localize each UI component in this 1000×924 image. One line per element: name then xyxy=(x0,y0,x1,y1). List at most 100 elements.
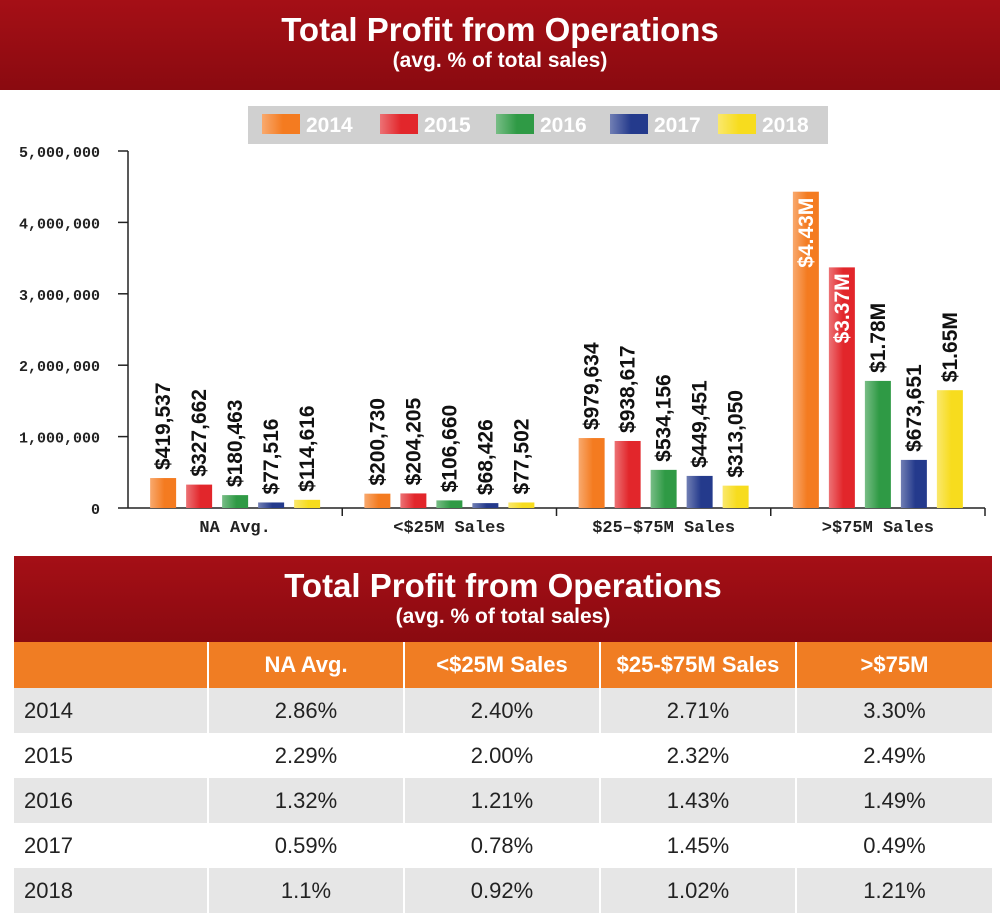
profit-table: Total Profit from Operations (avg. % of … xyxy=(14,556,992,918)
legend-swatch-2017 xyxy=(610,114,648,134)
legend-swatch-2016 xyxy=(496,114,534,134)
row-year: 2017 xyxy=(14,823,209,868)
data-label: $534,156 xyxy=(653,374,676,462)
data-label: $204,205 xyxy=(402,398,425,486)
legend-label-2016: 2016 xyxy=(540,114,587,137)
table-cell: 2.71% xyxy=(600,688,797,733)
x-tick-label: <$25M Sales xyxy=(393,519,505,538)
table-row: 2014 2.86% 2.40% 2.71% 3.30% xyxy=(14,688,992,733)
table-cell: 2.49% xyxy=(796,733,992,778)
col-header-na-avg: NA Avg. xyxy=(208,642,405,688)
row-year: 2018 xyxy=(14,868,209,913)
chart-header: Total Profit from Operations (avg. % of … xyxy=(0,0,1000,90)
table-cell: 0.78% xyxy=(404,823,601,868)
table-cell: 0.49% xyxy=(796,823,992,868)
bar-2017 xyxy=(900,459,927,508)
data-label: $1.78M xyxy=(867,303,890,373)
legend-label-2017: 2017 xyxy=(654,114,701,137)
table-cell: 2.40% xyxy=(404,688,601,733)
data-label: $419,537 xyxy=(152,382,175,470)
row-year: 2014 xyxy=(14,688,209,733)
data-label: $106,660 xyxy=(438,405,461,493)
data-label: $77,502 xyxy=(510,419,533,495)
legend-label-2018: 2018 xyxy=(762,114,809,137)
chart-subtitle: (avg. % of total sales) xyxy=(392,49,608,72)
table-cell: 3.30% xyxy=(796,688,992,733)
x-tick-label: NA Avg. xyxy=(199,519,270,538)
col-header-over-75m: >$75M xyxy=(796,642,992,688)
bar-2016 xyxy=(436,500,463,508)
data-label: $313,050 xyxy=(725,390,748,478)
table-cell: 1.21% xyxy=(796,868,992,913)
bar-2016 xyxy=(650,469,677,508)
bar-2018 xyxy=(722,485,749,508)
y-tick-label: 4,000,000 xyxy=(19,216,100,233)
data-label: $180,463 xyxy=(224,400,247,488)
col-header-25-75m: $25-$75M Sales xyxy=(600,642,797,688)
legend-swatch-2015 xyxy=(380,114,418,134)
bar-2017 xyxy=(686,475,713,508)
table-title: Total Profit from Operations xyxy=(284,567,722,604)
table-cell: 1.1% xyxy=(208,868,405,913)
table-row: 2017 0.59% 0.78% 1.45% 0.49% xyxy=(14,823,992,868)
table-cell: 1.45% xyxy=(600,823,797,868)
x-tick-label: $25–$75M Sales xyxy=(592,519,735,538)
table-row: 2018 1.1% 0.92% 1.02% 1.21% xyxy=(14,868,992,913)
data-label: $1.65M xyxy=(939,312,962,382)
bar-2015 xyxy=(400,493,427,508)
data-table: NA Avg. <$25M Sales $25-$75M Sales >$75M… xyxy=(14,642,992,913)
bar-2017 xyxy=(472,503,499,508)
data-label: $673,651 xyxy=(903,364,926,452)
bar-2018 xyxy=(294,499,321,508)
y-tick-label: 2,000,000 xyxy=(19,359,100,376)
bar-2018 xyxy=(936,390,963,508)
bar-2014 xyxy=(578,438,605,508)
col-header-under-25m: <$25M Sales xyxy=(404,642,601,688)
table-subtitle: (avg. % of total sales) xyxy=(395,605,611,628)
data-label: $979,634 xyxy=(581,342,604,430)
bar-2016 xyxy=(864,380,891,508)
table-cell: 0.59% xyxy=(208,823,405,868)
data-label: $4.43M xyxy=(795,198,818,268)
bar-chart: 2014 2015 2016 2017 2018 0 1,000,000 2,000,000 3… xyxy=(19,106,986,538)
table-cell: 1.49% xyxy=(796,778,992,823)
table-row: 2016 1.32% 1.21% 1.43% 1.49% xyxy=(14,778,992,823)
row-year: 2015 xyxy=(14,733,209,778)
data-label: $449,451 xyxy=(689,380,712,468)
table-cell: 1.21% xyxy=(404,778,601,823)
data-label: $68,426 xyxy=(474,419,497,495)
bar-2015 xyxy=(614,440,641,508)
table-cell: 0.92% xyxy=(404,868,601,913)
table-cell: 2.32% xyxy=(600,733,797,778)
row-year: 2016 xyxy=(14,778,209,823)
x-tick-label: >$75M Sales xyxy=(822,519,934,538)
legend-swatch-2014 xyxy=(262,114,300,134)
bar-2015 xyxy=(828,267,855,508)
y-tick-label: 3,000,000 xyxy=(19,288,100,305)
data-label: $114,616 xyxy=(296,405,319,491)
bar-2016 xyxy=(222,495,249,508)
bar-2017 xyxy=(258,502,285,508)
legend-label-2014: 2014 xyxy=(306,114,353,137)
table-cell: 2.29% xyxy=(208,733,405,778)
col-header-year xyxy=(14,642,209,688)
table-cell: 2.86% xyxy=(208,688,405,733)
table-cell: 1.32% xyxy=(208,778,405,823)
data-label: $77,516 xyxy=(260,419,283,495)
data-label: $327,662 xyxy=(188,389,211,477)
bar-2015 xyxy=(186,484,213,508)
data-label: $200,730 xyxy=(366,398,389,486)
bar-2018 xyxy=(508,502,535,508)
y-tick-label: 1,000,000 xyxy=(19,431,100,448)
table-header: Total Profit from Operations (avg. % of … xyxy=(14,556,992,642)
table-header-row: NA Avg. <$25M Sales $25-$75M Sales >$75M xyxy=(14,642,992,688)
chart-title: Total Profit from Operations xyxy=(281,11,719,48)
table-cell: 1.43% xyxy=(600,778,797,823)
data-label: $3.37M xyxy=(831,273,854,343)
legend-label-2015: 2015 xyxy=(424,114,471,137)
bar-2014 xyxy=(150,478,177,508)
data-label: $938,617 xyxy=(617,345,640,433)
y-tick-label: 5,000,000 xyxy=(19,145,100,162)
table-row: 2015 2.29% 2.00% 2.32% 2.49% xyxy=(14,733,992,778)
bar-2014 xyxy=(364,493,391,508)
